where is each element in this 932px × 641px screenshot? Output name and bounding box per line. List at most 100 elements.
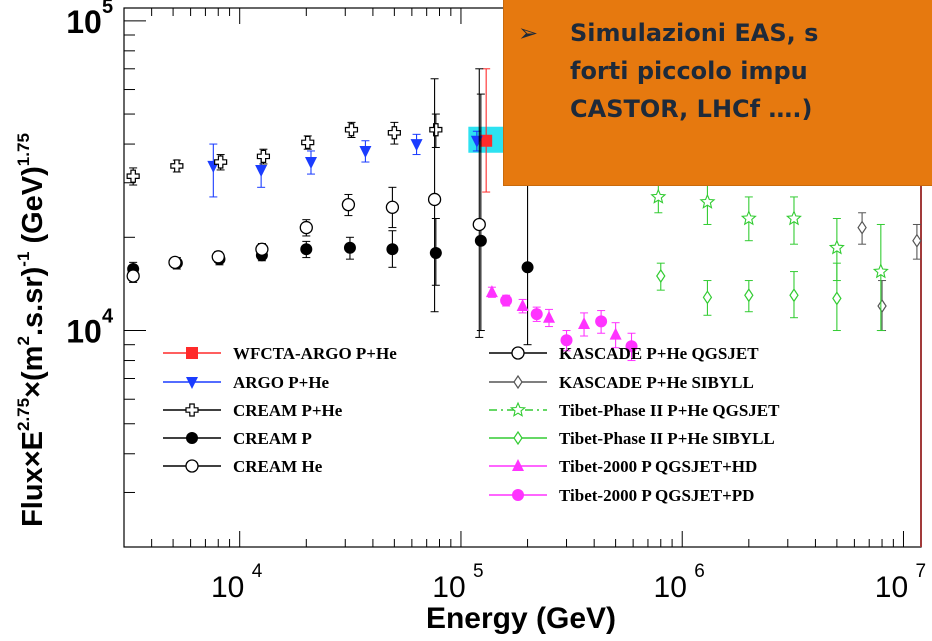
legend-item: ARGO P+He <box>163 373 330 392</box>
data-point <box>516 299 529 312</box>
data-point <box>625 340 638 353</box>
data-point <box>304 157 317 170</box>
data-point <box>485 285 498 298</box>
data-point <box>785 210 802 226</box>
data-point <box>429 123 443 137</box>
legend-marker <box>509 401 527 417</box>
data-point <box>857 220 867 235</box>
data-point <box>609 327 622 340</box>
legend-marker <box>513 374 523 390</box>
legend-item: Tibet-Phase II P+He SIBYLL <box>489 429 775 448</box>
data-point <box>427 192 442 207</box>
series-tibet-2000-p-qgsjet-pd <box>500 294 638 362</box>
data-point <box>126 169 140 183</box>
data-point <box>828 239 845 255</box>
data-point <box>912 233 922 248</box>
callout-line-3: CASTOR, LHCf ….) <box>570 95 813 123</box>
data-point <box>341 197 356 212</box>
data-point <box>543 310 556 323</box>
y-tick-label: 10 <box>66 4 102 40</box>
legend-marker <box>185 459 199 473</box>
legend-marker <box>511 346 525 360</box>
x-axis-title: Energy (GeV) <box>426 602 616 635</box>
series-cream-p-he <box>126 113 443 186</box>
legend: WFCTA-ARGO P+He ARGO P+He CREAM P+He CREAM … <box>163 344 780 505</box>
data-point <box>530 308 543 321</box>
y-axis-title: Flux×E2.75×(m2.s.sr)-1 (GeV)1.75 <box>14 133 49 527</box>
legend-marker <box>185 403 199 417</box>
series-cream-he <box>126 68 486 338</box>
legend-marker <box>512 459 524 471</box>
legend-item: Tibet-2000 P QGSJET+PD <box>489 486 754 505</box>
data-point <box>872 263 889 279</box>
data-point <box>359 145 372 158</box>
data-point <box>255 242 269 256</box>
data-point <box>256 149 271 163</box>
legend-marker <box>513 430 523 446</box>
legend-item: CREAM P+He <box>163 401 343 420</box>
data-point <box>387 126 401 140</box>
data-point <box>168 255 182 270</box>
data-point <box>877 298 887 314</box>
data-point <box>470 135 483 148</box>
data-point <box>410 139 423 152</box>
data-point <box>472 217 486 232</box>
legend-item: Tibet-Phase II P+He QGSJET <box>489 401 780 420</box>
legend-marker <box>512 489 524 501</box>
series-kascade-p-he-sibyll <box>857 212 922 332</box>
legend-item: CREAM He <box>163 457 323 476</box>
x-tick-exponent: 5 <box>473 561 484 582</box>
x-tick-label: 10 <box>654 571 687 604</box>
legend-label: ARGO P+He <box>233 373 330 392</box>
data-point <box>214 155 228 169</box>
data-point <box>126 269 140 283</box>
x-tick-label: 10 <box>432 571 465 604</box>
legend-label: WFCTA-ARGO P+He <box>233 344 397 363</box>
legend-item: Tibet-2000 P QGSJET+HD <box>489 457 757 476</box>
legend-marker <box>186 377 198 389</box>
data-point <box>702 290 713 305</box>
callout-line-2: forti piccolo impu <box>570 57 808 85</box>
data-marks <box>126 68 922 362</box>
data-point <box>832 291 842 306</box>
series-tibet-phase-ii-p-he-qgsjet <box>650 182 889 332</box>
x-tick-label: 10 <box>875 571 908 604</box>
legend-item: CREAM P <box>163 429 312 448</box>
data-point <box>344 123 359 137</box>
y-tick-exponent: 5 <box>102 0 113 18</box>
series-tibet-phase-ii-p-he-sibyll <box>656 262 842 332</box>
legend-label: CREAM He <box>233 457 323 476</box>
data-point <box>170 159 184 173</box>
legend-label: Tibet-Phase II P+He SIBYLL <box>559 429 775 448</box>
data-point <box>255 164 268 177</box>
x-tick-exponent: 4 <box>252 561 263 582</box>
data-point <box>211 250 225 264</box>
data-point <box>500 294 513 307</box>
data-point <box>299 220 313 235</box>
data-point <box>699 193 716 209</box>
data-point <box>386 243 399 256</box>
data-point <box>474 234 487 247</box>
legend-item: KASCADE P+He QGSJET <box>489 344 759 363</box>
y-tick-exponent: 4 <box>102 306 114 328</box>
data-point <box>521 261 534 274</box>
data-point <box>429 246 442 259</box>
data-point <box>740 210 757 226</box>
y-tick-label: 10 <box>66 314 102 350</box>
legend-label: CREAM P+He <box>233 401 343 420</box>
data-point <box>656 268 666 284</box>
legend-marker <box>186 347 198 359</box>
data-point <box>300 243 313 256</box>
data-point <box>385 200 400 214</box>
x-tick-label: 10 <box>211 571 244 604</box>
data-point <box>595 315 608 328</box>
legend-label: Tibet-2000 P QGSJET+PD <box>559 486 754 505</box>
data-point <box>343 241 356 254</box>
data-point <box>744 288 754 303</box>
x-tick-exponent: 6 <box>694 561 705 582</box>
data-point <box>560 334 573 347</box>
x-tick-exponent: 7 <box>915 561 926 582</box>
legend-label: KASCADE P+He QGSJET <box>559 344 759 363</box>
legend-item: KASCADE P+He SIBYLL <box>489 373 754 392</box>
